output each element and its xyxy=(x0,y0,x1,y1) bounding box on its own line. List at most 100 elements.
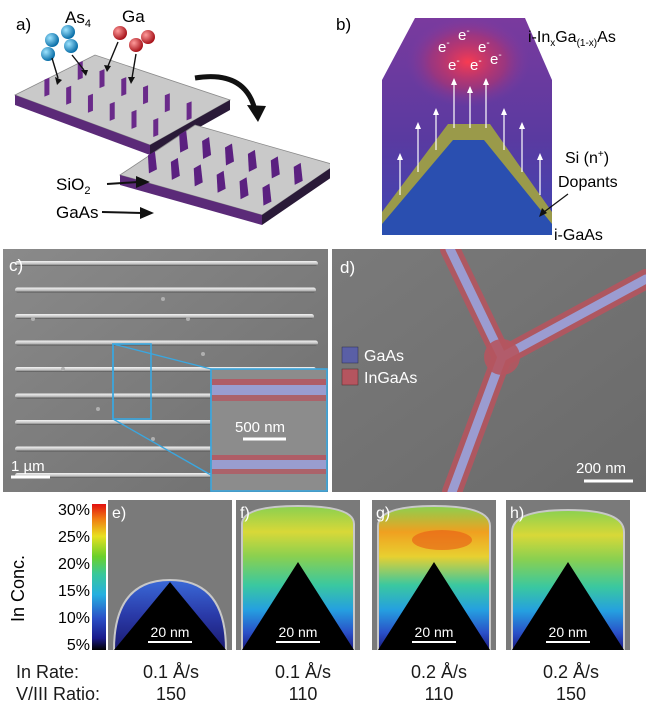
scale-bar-label: 1 µm xyxy=(11,458,45,475)
trench xyxy=(66,85,72,105)
colorbar-tick: 25% xyxy=(58,529,90,546)
electron-symbol: e- xyxy=(438,38,450,56)
ratio-f: 110 xyxy=(288,684,318,704)
svg-text:SiO2: SiO2 xyxy=(56,175,90,197)
nanowire xyxy=(15,287,316,293)
particle xyxy=(186,317,190,321)
nanowire xyxy=(15,314,314,319)
panel-c-sem-image: 500 nm c) 1 µm xyxy=(3,249,328,492)
as4-label: As xyxy=(65,8,85,27)
as-atom xyxy=(61,25,75,39)
gaas-nanowire xyxy=(224,143,234,166)
gaas-nanowire xyxy=(202,137,212,160)
trench xyxy=(109,101,115,121)
colorbar-tick: 10% xyxy=(58,610,90,627)
nanowire xyxy=(15,340,318,346)
as-atom xyxy=(64,39,78,53)
ga-atom xyxy=(113,26,127,40)
rate-g: 0.2 Å/s xyxy=(410,662,468,682)
concentration-map: h) 20 nm xyxy=(506,500,630,650)
dopant-label-line1: Si (n+) xyxy=(565,149,609,167)
zoom-region xyxy=(112,343,152,420)
panel-a-label: a) xyxy=(16,15,31,34)
gaas-nanowire xyxy=(262,183,272,206)
particle xyxy=(61,367,65,371)
trench xyxy=(143,85,149,105)
colorbar-tick: 5% xyxy=(67,637,90,654)
ratio-g: 110 xyxy=(424,684,454,704)
ga-label: Ga xyxy=(122,7,145,26)
dopant-label-line2: Dopants xyxy=(558,174,618,191)
legend-swatch-ingaas xyxy=(341,368,359,386)
concentration-map: e) 20 nm xyxy=(108,500,232,650)
nanowire xyxy=(15,261,318,266)
ratio-h: 150 xyxy=(555,684,587,704)
legend-swatch-gaas xyxy=(341,346,359,364)
colorbar-tick: 15% xyxy=(58,583,90,600)
trench xyxy=(121,77,127,97)
map-scale-label: 20 nm xyxy=(279,624,318,640)
shell-composition-label: i-InxGa(1-x)As xyxy=(528,29,616,49)
map-label: g) xyxy=(376,505,390,522)
map-label: h) xyxy=(510,505,524,522)
gaas-nanowire xyxy=(216,170,226,193)
inset-scale-label: 500 nm xyxy=(235,419,285,436)
panel-d-sem-image: d) GaAs InGaAs 200 nm xyxy=(332,249,646,492)
gaas-nanowire xyxy=(239,177,249,200)
gaas-nanowire xyxy=(293,162,303,185)
in-rate-label: In Rate: xyxy=(16,662,80,682)
gaas-nanowire xyxy=(170,157,180,180)
gaas-nanowire xyxy=(147,151,157,174)
panel-b-label: b) xyxy=(336,15,351,34)
panel-a-schematic: a) As4 Ga SiO2 GaAs xyxy=(13,7,330,225)
colorbar: In Conc. 30% 25% 20% 15% 10% 5% xyxy=(8,502,106,654)
rate-f: 0.1 Å/s xyxy=(274,662,332,682)
sio2-label: SiO xyxy=(56,175,84,194)
gaas-core-region xyxy=(378,562,490,650)
electron-symbol: e- xyxy=(478,38,490,56)
gaas-nanowire xyxy=(270,156,280,179)
electron-transfer-arrows xyxy=(397,78,543,195)
map-scale-label: 20 nm xyxy=(415,624,454,640)
gaas-nanowire xyxy=(179,130,189,153)
colorbar-title: In Conc. xyxy=(8,555,28,622)
trench xyxy=(44,77,50,97)
particle xyxy=(151,437,155,441)
panel-d-scale-label: 200 nm xyxy=(576,460,626,477)
map-scale-label: 20 nm xyxy=(549,624,588,640)
panel-c-label: c) xyxy=(9,256,23,275)
core-label: i-GaAs xyxy=(554,227,603,244)
electron-symbol: e- xyxy=(448,56,460,74)
gaas-label: GaAs xyxy=(56,203,99,222)
electron-labels: e-e-e-e-e-e- xyxy=(438,26,502,74)
wafer-side-front xyxy=(120,175,262,225)
trench xyxy=(186,101,192,121)
gaas-core-region xyxy=(512,562,624,650)
as-atom xyxy=(45,33,59,47)
electron-symbol: e- xyxy=(490,50,502,68)
panel-d-label: d) xyxy=(340,258,355,277)
svg-text:As4: As4 xyxy=(65,8,91,30)
trench-array-back xyxy=(44,61,192,137)
map-scale-label: 20 nm xyxy=(151,624,190,640)
as-atom xyxy=(41,47,55,61)
trench xyxy=(99,69,105,89)
colorbar-tick: 20% xyxy=(58,556,90,573)
map-label: e) xyxy=(112,505,126,522)
trench xyxy=(153,117,159,137)
trench xyxy=(164,93,170,113)
panel-b-schematic: e-e-e-e-e-e- b) i-InxGa(1-x)As Si (n+) D… xyxy=(336,15,618,244)
electron-symbol: e- xyxy=(470,56,482,74)
particle xyxy=(161,297,165,301)
ga-atom xyxy=(141,30,155,44)
gaas-core-region xyxy=(114,582,226,650)
trench xyxy=(131,109,137,129)
inset-zoom: 500 nm xyxy=(210,368,328,492)
process-arrow xyxy=(194,74,258,111)
particle xyxy=(31,317,35,321)
ratio-e: 150 xyxy=(155,684,187,704)
trench xyxy=(87,93,93,113)
ga-atom xyxy=(129,38,143,52)
ratio-label: V/III Ratio: xyxy=(16,684,101,704)
rate-e: 0.1 Å/s xyxy=(142,662,200,682)
